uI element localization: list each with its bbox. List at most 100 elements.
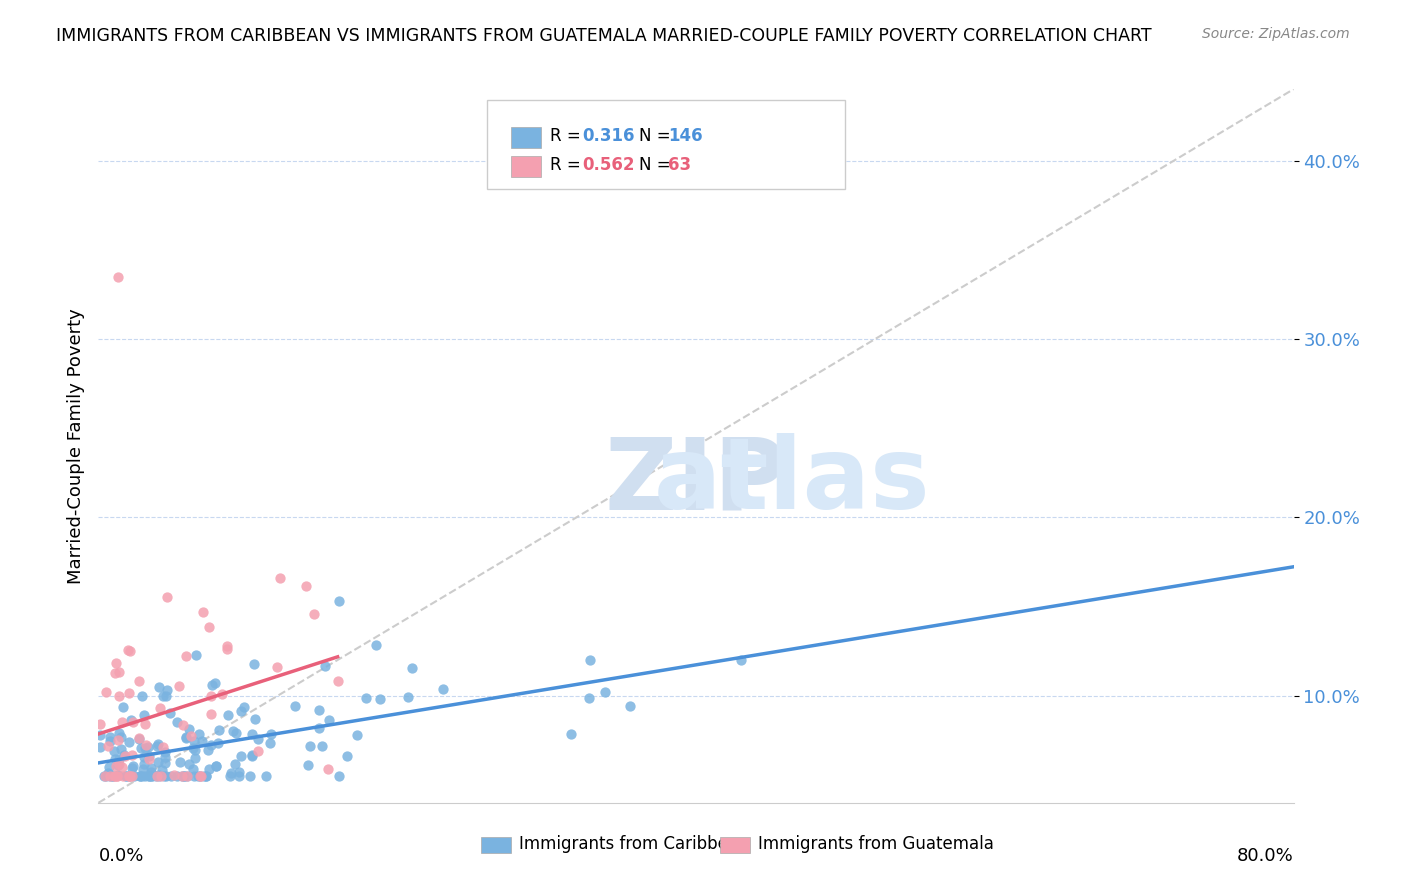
Text: 63: 63 [668,156,692,174]
Point [139,769,162,783]
Point [219,765,242,780]
Point [254,769,277,783]
Point [138,769,160,783]
Point [619,699,641,714]
Point [204,759,226,773]
Point [155,756,177,770]
Point [128,673,150,688]
Point [104,759,127,773]
Point [172,769,194,783]
Point [101,769,124,783]
Point [103,744,125,758]
Point [152,764,174,778]
Point [110,731,132,745]
Point [104,769,127,783]
Point [153,745,176,759]
Point [200,706,222,721]
Point [177,723,200,737]
Point [89,729,111,743]
Point [194,769,217,783]
Point [179,756,201,771]
Point [107,733,129,747]
Point [98,730,121,744]
Point [225,726,247,740]
Point [187,769,209,783]
Point [201,678,224,692]
Point [183,769,205,783]
Point [141,769,163,783]
Point [132,763,155,777]
Point [129,769,152,783]
Point [200,689,222,703]
Point [138,752,160,766]
Text: Immigrants from Caribbean: Immigrants from Caribbean [519,835,748,853]
Point [193,769,215,783]
Point [153,769,176,783]
Point [105,769,128,783]
Point [104,666,127,681]
Point [166,715,188,730]
Text: N =: N = [638,128,671,145]
Point [298,739,321,753]
Point [89,740,111,755]
Point [107,768,129,782]
Point [346,728,368,742]
Point [181,740,204,755]
Point [215,641,238,656]
Point [105,656,128,670]
Point [134,757,156,772]
Point [204,675,226,690]
Point [160,769,183,783]
Point [97,760,120,774]
Point [114,748,136,763]
Point [326,674,349,689]
Point [593,685,616,699]
Point [211,687,233,701]
Point [318,713,340,727]
Point [128,732,150,747]
Point [228,764,250,779]
Point [578,690,600,705]
Point [131,769,153,783]
Point [98,733,121,747]
Point [121,769,143,783]
Point [132,750,155,764]
Point [224,756,246,771]
Point [139,761,162,775]
Point [240,727,263,741]
Point [134,740,156,755]
Point [284,699,307,714]
Point [170,769,193,783]
Point [336,749,359,764]
Point [169,755,191,769]
Point [148,769,170,783]
Point [221,723,243,738]
Point [148,680,170,694]
Point [260,727,283,741]
Point [217,708,239,723]
Point [111,715,134,730]
Text: 146: 146 [668,128,703,145]
Point [354,690,377,705]
Bar [720,837,749,853]
Point [108,726,131,740]
Point [328,769,350,783]
Point [121,715,143,730]
FancyBboxPatch shape [510,127,541,148]
Point [207,736,229,750]
Point [172,718,194,732]
Point [308,703,330,717]
Point [156,682,179,697]
Point [94,684,117,698]
Text: Immigrants from Guatemala: Immigrants from Guatemala [758,835,994,853]
Point [188,769,211,783]
Point [316,762,339,776]
Point [167,679,190,693]
Point [239,769,262,783]
Point [104,752,127,766]
Point [259,736,281,750]
Point [242,749,264,764]
Point [129,741,152,756]
Point [188,727,211,741]
Point [308,721,330,735]
